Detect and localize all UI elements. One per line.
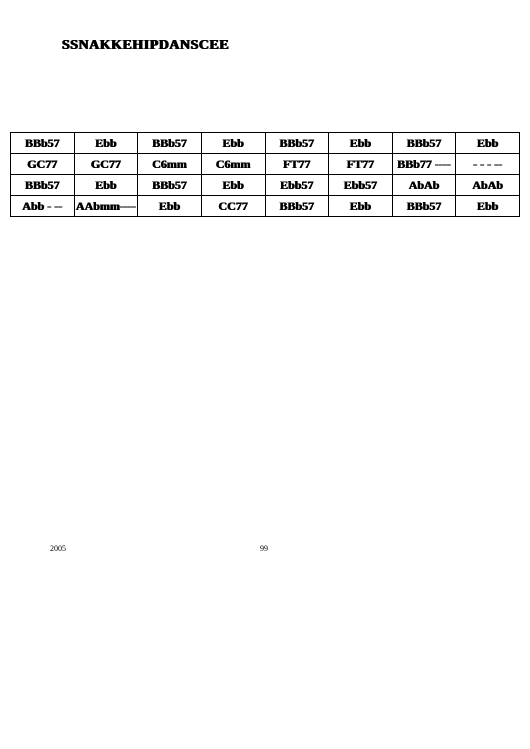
chord-cell: Abb - --: [11, 196, 75, 217]
chord-cell: BBb77 ----: [392, 154, 456, 175]
chord-cell: BBb57: [11, 133, 75, 154]
chord-cell: Ebb: [74, 133, 138, 154]
chord-cell: CC77: [201, 196, 265, 217]
chord-cell: Ebb: [201, 133, 265, 154]
chord-cell: GC77: [74, 154, 138, 175]
chord-cell: BBb57: [265, 133, 329, 154]
chord-cell: Ebb: [329, 133, 393, 154]
chord-cell: BBb57: [138, 133, 202, 154]
chord-cell: Ebb: [456, 196, 520, 217]
chord-cell: BBb57: [392, 196, 456, 217]
chord-cell: AbAb: [392, 175, 456, 196]
chord-cell: FT77: [329, 154, 393, 175]
chord-cell: Ebb: [74, 175, 138, 196]
chord-cell: C6mm: [138, 154, 202, 175]
chord-cell: Ebb57: [329, 175, 393, 196]
chord-table: BBb57EbbBBb57EbbBBb57EbbBBb57EbbGC77GC77…: [10, 132, 520, 217]
chord-cell: FT77: [265, 154, 329, 175]
chord-cell: Ebb57: [265, 175, 329, 196]
chord-cell: GC77: [11, 154, 75, 175]
chord-cell: BBb57: [11, 175, 75, 196]
table-row: Abb - --AAbmm----EbbCC77BBb57EbbBBb57Ebb: [11, 196, 520, 217]
footer-year: 2005: [50, 544, 66, 553]
chord-cell: BBb57: [138, 175, 202, 196]
table-row: BBb57EbbBBb57EbbBBb57EbbBBb57Ebb: [11, 133, 520, 154]
chord-cell: BBb57: [392, 133, 456, 154]
footer-page-number: 99: [260, 544, 268, 553]
chord-cell: AAbmm----: [74, 196, 138, 217]
chord-cell: Ebb: [456, 133, 520, 154]
chord-cell: C6mm: [201, 154, 265, 175]
table-row: GC77GC77C6mmC6mmFT77FT77BBb77 ----- - - …: [11, 154, 520, 175]
chord-cell: Ebb: [138, 196, 202, 217]
chord-cell: - - - --: [456, 154, 520, 175]
page-title: SSNAKKEHIPDANSCEE: [62, 38, 229, 54]
table-row: BBb57EbbBBb57EbbEbb57Ebb57AbAbAbAb: [11, 175, 520, 196]
chord-cell: BBb57: [265, 196, 329, 217]
chord-cell: AbAb: [456, 175, 520, 196]
chord-cell: Ebb: [329, 196, 393, 217]
chord-table-container: BBb57EbbBBb57EbbBBb57EbbBBb57EbbGC77GC77…: [10, 132, 520, 217]
chord-cell: Ebb: [201, 175, 265, 196]
